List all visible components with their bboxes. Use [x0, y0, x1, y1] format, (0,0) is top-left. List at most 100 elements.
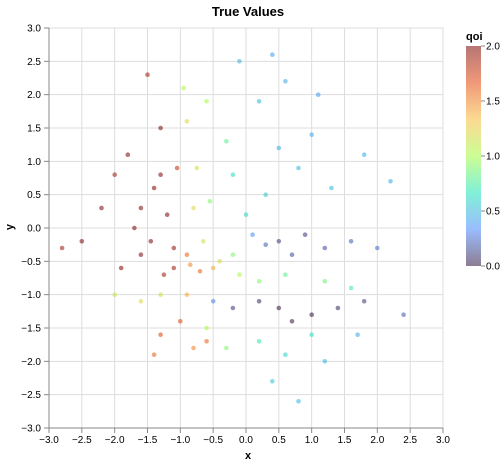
data-point — [355, 332, 360, 338]
data-point — [270, 379, 275, 384]
y-tick-label: 0.5 — [27, 190, 41, 201]
data-point — [118, 265, 124, 271]
data-point — [243, 212, 249, 217]
data-point — [289, 252, 295, 257]
x-tick-label: −1.5 — [138, 435, 158, 446]
data-point — [201, 239, 206, 244]
data-point — [158, 292, 163, 298]
data-point — [322, 245, 328, 251]
data-point — [151, 185, 157, 191]
data-point — [112, 292, 117, 298]
data-point — [59, 245, 65, 251]
legend-tick-label: 0.5 — [486, 207, 500, 218]
data-point — [224, 139, 229, 144]
data-point — [230, 172, 236, 177]
data-point — [335, 305, 341, 311]
legend-tick-label: 0.0 — [486, 262, 500, 273]
data-point — [174, 165, 180, 171]
data-point — [148, 239, 154, 244]
data-point — [197, 269, 203, 274]
y-tick-label: −2.0 — [21, 357, 41, 368]
data-point — [138, 205, 144, 211]
data-point — [204, 339, 209, 344]
x-tick-label: 0.0 — [239, 435, 253, 446]
data-point — [181, 85, 186, 91]
data-point — [138, 299, 144, 304]
data-point — [375, 245, 380, 251]
data-point — [388, 179, 393, 184]
data-point — [296, 399, 301, 404]
data-point — [224, 345, 229, 351]
legend-tick-label: 2.0 — [486, 42, 500, 53]
legend-gradient-bar — [466, 46, 481, 266]
x-tick-label: −1.0 — [170, 435, 190, 446]
data-point — [256, 299, 262, 304]
data-point — [161, 272, 167, 278]
data-point — [322, 279, 328, 284]
data-point — [217, 259, 222, 264]
legend-tick-label: 1.5 — [486, 97, 500, 108]
y-tick-label: −1.0 — [21, 290, 41, 301]
data-point — [158, 172, 163, 177]
data-point — [210, 265, 216, 271]
data-point — [348, 285, 354, 291]
data-point — [237, 59, 242, 64]
data-point — [204, 99, 209, 104]
data-point — [309, 332, 315, 338]
y-tick-label: 1.5 — [27, 124, 41, 135]
legend-title: qoi — [466, 31, 483, 43]
data-point — [322, 359, 328, 364]
x-tick-label: −0.5 — [203, 435, 223, 446]
data-point — [112, 172, 117, 177]
data-point — [145, 72, 150, 77]
data-point — [230, 305, 236, 311]
data-point — [270, 52, 275, 57]
x-tick-label: 1.5 — [338, 435, 352, 446]
data-point — [79, 239, 85, 244]
data-point — [263, 192, 269, 197]
data-point — [158, 332, 163, 338]
data-point — [256, 279, 262, 284]
data-point — [256, 339, 262, 344]
x-tick-label: 2.0 — [370, 435, 384, 446]
data-point — [191, 345, 196, 351]
data-point — [302, 232, 308, 237]
data-point — [256, 99, 262, 104]
data-point — [207, 199, 213, 204]
data-point — [283, 79, 288, 84]
y-tick-label: −3.0 — [21, 424, 41, 435]
data-point — [361, 299, 367, 304]
plot-grid — [48, 27, 444, 429]
data-point — [329, 185, 334, 191]
data-point — [184, 119, 190, 124]
data-point — [132, 225, 137, 231]
y-tick-label: 0.0 — [27, 224, 41, 235]
data-point — [99, 205, 104, 211]
data-point — [125, 152, 131, 157]
data-point — [283, 352, 288, 358]
data-point — [348, 239, 354, 244]
data-point — [191, 205, 196, 211]
y-tick-label: 2.5 — [27, 57, 41, 68]
legend-tick-label: 1.0 — [486, 152, 500, 163]
y-tick-label: −0.5 — [21, 257, 41, 268]
y-axis-title: y — [4, 223, 16, 230]
plot-axes: −3.0 −2.5 −2.0 −1.5 −1.0 −0.5 0.0 0.5 1.0 1.5 2.0 2… — [21, 24, 450, 447]
data-point — [283, 272, 288, 278]
x-tick-label: 3.0 — [436, 435, 450, 446]
data-point — [164, 212, 170, 217]
data-point — [158, 125, 163, 131]
data-point — [296, 165, 301, 171]
data-point — [276, 305, 282, 311]
data-point — [184, 252, 190, 257]
data-point — [151, 352, 157, 358]
chart-title: True Values — [212, 4, 284, 19]
x-tick-label: 1.0 — [305, 435, 319, 446]
x-axis-title: x — [245, 450, 252, 462]
data-point — [178, 319, 183, 324]
data-point — [309, 132, 315, 137]
y-tick-label: −2.5 — [21, 390, 41, 401]
data-point — [315, 92, 321, 97]
x-tick-label: −2.5 — [72, 435, 92, 446]
